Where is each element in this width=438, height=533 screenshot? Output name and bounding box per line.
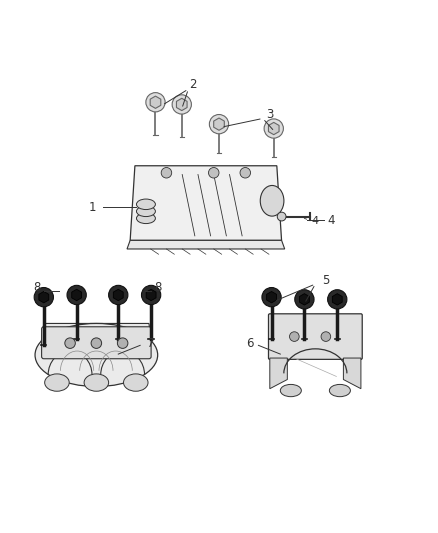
Circle shape [117, 338, 128, 349]
Polygon shape [332, 294, 342, 305]
Ellipse shape [137, 206, 155, 216]
Circle shape [240, 167, 251, 178]
Polygon shape [127, 240, 285, 249]
Polygon shape [270, 358, 287, 389]
Ellipse shape [84, 374, 109, 391]
Ellipse shape [45, 374, 69, 391]
Polygon shape [177, 98, 187, 110]
Circle shape [295, 290, 314, 309]
Text: 3: 3 [266, 108, 273, 120]
Polygon shape [150, 96, 161, 108]
Ellipse shape [260, 185, 284, 216]
Circle shape [209, 115, 229, 134]
Ellipse shape [137, 213, 155, 223]
Circle shape [172, 95, 191, 114]
Circle shape [321, 332, 331, 342]
Text: 2: 2 [189, 78, 197, 91]
Circle shape [65, 338, 75, 349]
Text: 4: 4 [327, 214, 335, 227]
Polygon shape [39, 324, 153, 355]
Polygon shape [214, 118, 224, 130]
Circle shape [146, 93, 165, 112]
Text: 5: 5 [323, 274, 330, 287]
Text: 6: 6 [246, 337, 254, 350]
Polygon shape [39, 292, 49, 303]
FancyBboxPatch shape [42, 327, 151, 359]
Circle shape [290, 332, 299, 342]
Polygon shape [130, 166, 282, 240]
Text: 4: 4 [311, 215, 318, 225]
Circle shape [109, 285, 128, 304]
Circle shape [328, 290, 347, 309]
Polygon shape [300, 294, 309, 305]
Circle shape [161, 167, 172, 178]
Polygon shape [113, 289, 123, 301]
Circle shape [141, 285, 161, 304]
Polygon shape [268, 123, 279, 135]
Ellipse shape [124, 374, 148, 391]
Text: 7: 7 [147, 337, 155, 350]
Circle shape [262, 287, 281, 307]
Ellipse shape [35, 324, 158, 386]
Text: 8: 8 [34, 281, 41, 294]
Circle shape [208, 167, 219, 178]
Ellipse shape [280, 384, 301, 397]
Text: 8: 8 [154, 280, 161, 294]
Polygon shape [343, 358, 361, 389]
Circle shape [91, 338, 102, 349]
Circle shape [277, 212, 286, 221]
FancyBboxPatch shape [268, 314, 362, 359]
Circle shape [264, 119, 283, 138]
Polygon shape [72, 289, 81, 301]
Polygon shape [267, 292, 276, 303]
Circle shape [67, 285, 86, 304]
Text: 1: 1 [88, 201, 96, 214]
Ellipse shape [329, 384, 350, 397]
Polygon shape [146, 289, 156, 301]
Circle shape [34, 287, 53, 307]
Ellipse shape [137, 199, 155, 209]
